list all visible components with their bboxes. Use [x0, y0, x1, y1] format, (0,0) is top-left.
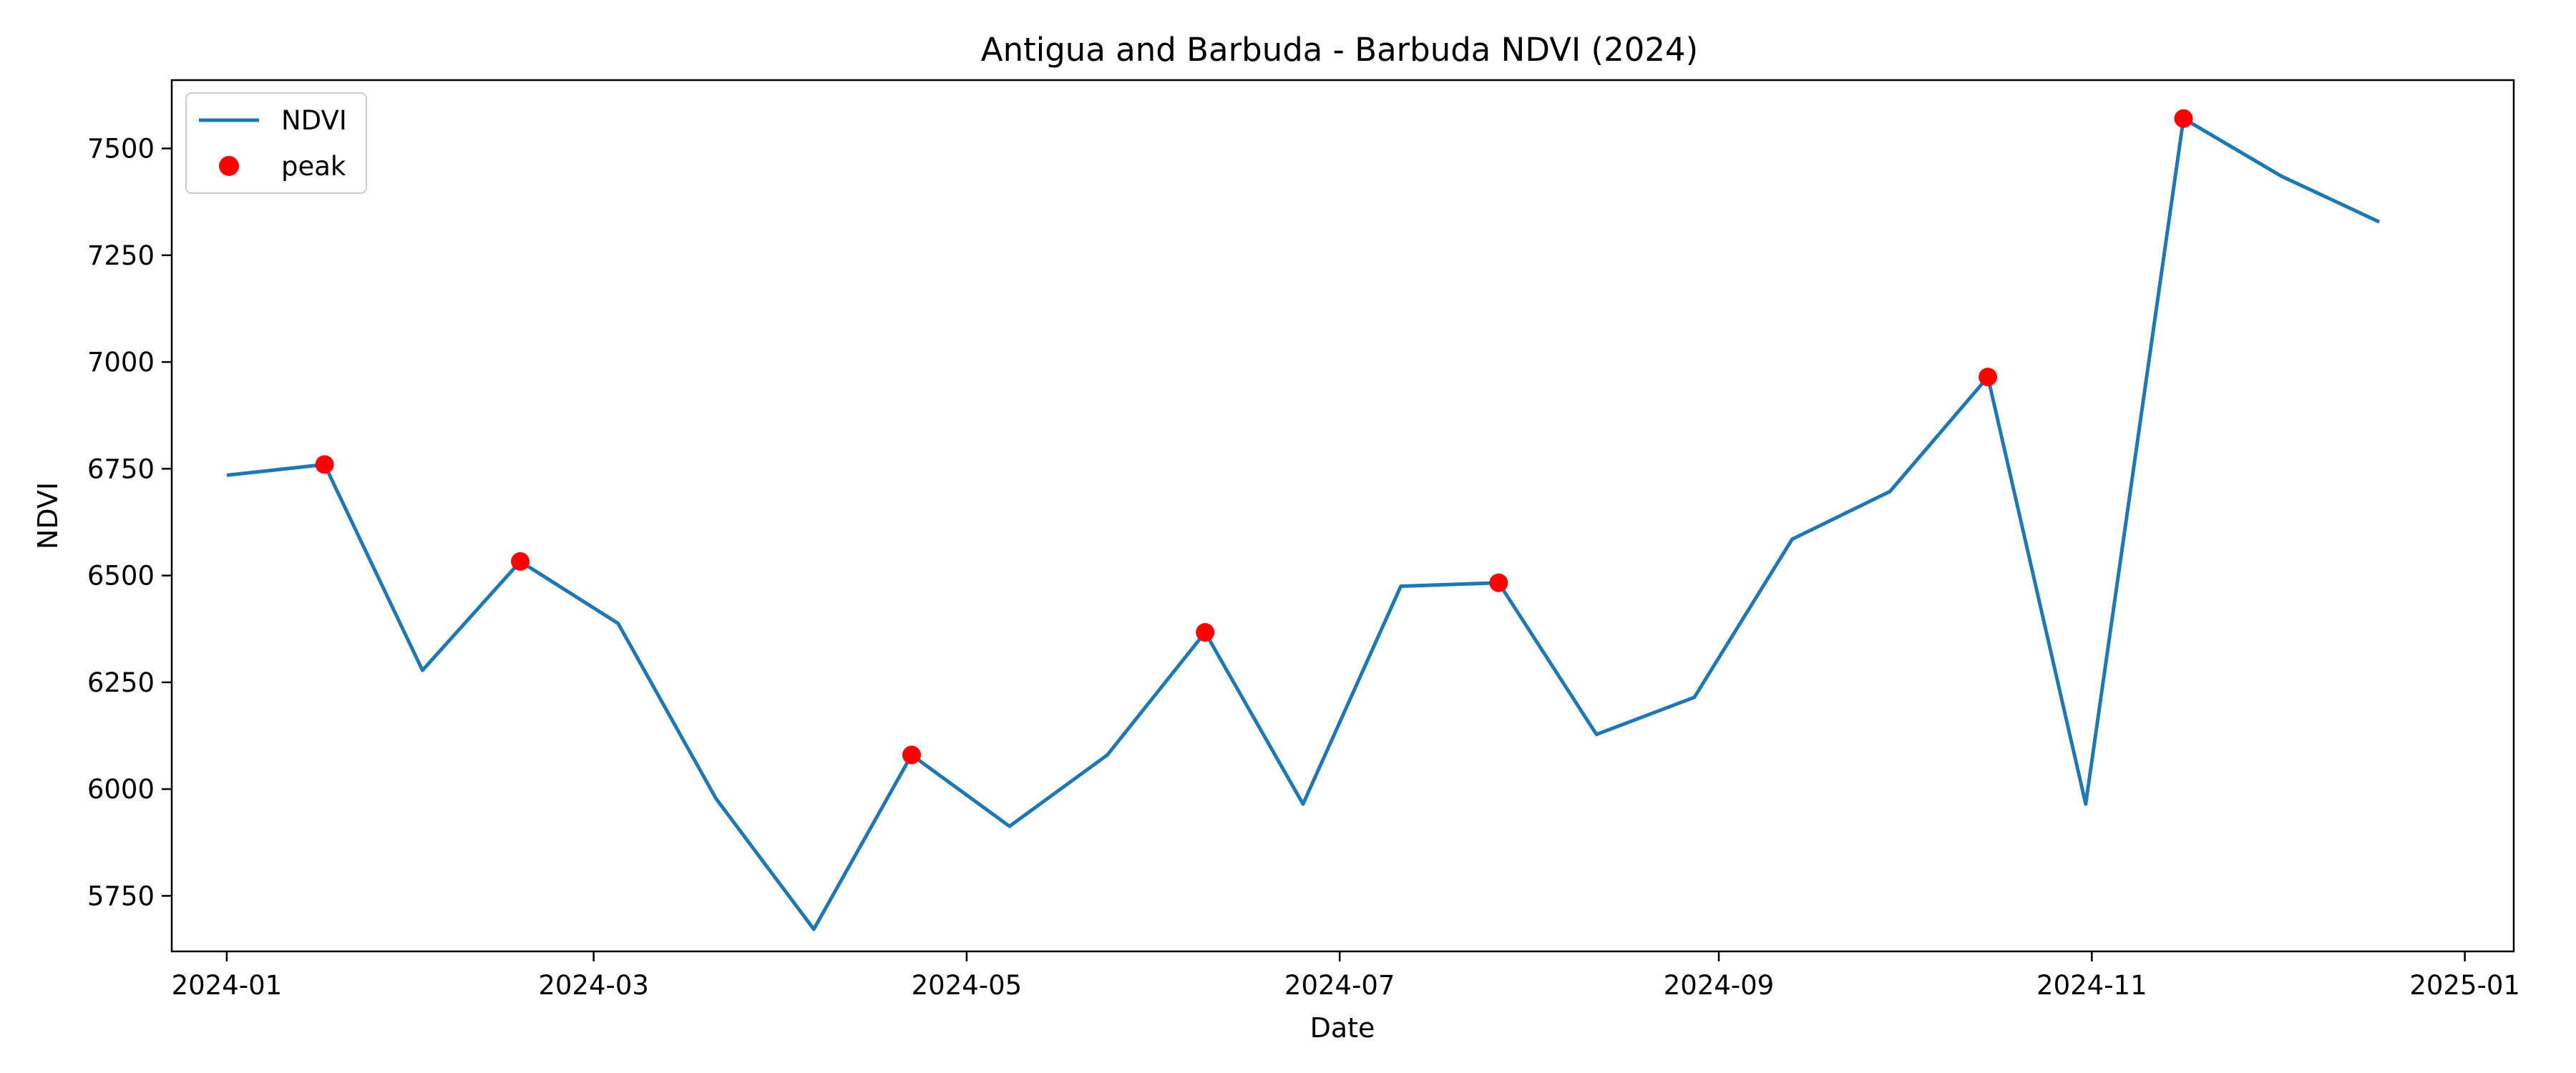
y-tick-label: 7000 [87, 347, 155, 378]
legend-ndvi-label: NDVI [281, 105, 347, 136]
peak-point [511, 552, 530, 571]
x-tick-label: 2024-03 [538, 970, 649, 1001]
y-tick-label: 5750 [87, 881, 155, 911]
y-tick-label: 6000 [87, 774, 155, 805]
x-tick-label: 2025-01 [2409, 970, 2520, 1001]
peak-point [315, 455, 334, 474]
series-layer [226, 109, 2381, 931]
peak-point [1196, 622, 1215, 642]
x-axis-label: Date [1310, 1012, 1375, 1044]
peak-point [1489, 573, 1508, 592]
x-tick-label: 2024-09 [1664, 970, 1775, 1001]
y-tick-label: 6750 [87, 454, 155, 484]
peak-point [1979, 367, 1998, 386]
x-tick-label: 2024-07 [1284, 970, 1395, 1001]
legend-peak-label: peak [281, 151, 346, 182]
y-tick-label: 6250 [87, 667, 155, 698]
peak-point [902, 745, 922, 765]
legend: NDVI peak [185, 92, 367, 194]
y-tick-label: 6500 [87, 561, 155, 592]
x-tick-label: 2024-01 [172, 970, 283, 1001]
y-tick-label: 7500 [87, 134, 155, 165]
legend-peak-swatch [219, 156, 239, 176]
y-tick-label: 7250 [87, 240, 155, 271]
series-line-ndvi [226, 117, 2381, 931]
chart-title: Antigua and Barbuda - Barbuda NDVI (2024… [981, 31, 1698, 69]
x-tick-label: 2024-05 [912, 970, 1023, 1001]
x-tick-label: 2024-11 [2036, 970, 2147, 1001]
peak-point [2174, 109, 2193, 128]
plot-frame [170, 79, 2515, 953]
y-axis-label: NDVI [32, 482, 64, 549]
y-axis: 5750 6000 6250 6500 6750 7000 7250 7500 [87, 134, 172, 911]
x-axis: 2024-01 2024-03 2024-05 2024-07 2024-09 2024-… [172, 951, 2520, 1001]
